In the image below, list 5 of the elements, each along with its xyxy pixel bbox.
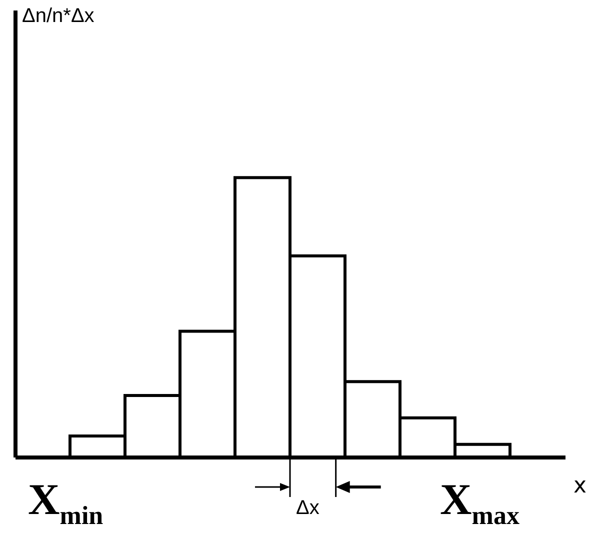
text: Δx	[296, 497, 320, 519]
text: X$_{min}$	[28, 475, 104, 530]
x-axis-title: x	[574, 474, 587, 498]
text: X$_{max}$	[440, 475, 520, 530]
text: Δn/n*Δx	[22, 5, 94, 27]
